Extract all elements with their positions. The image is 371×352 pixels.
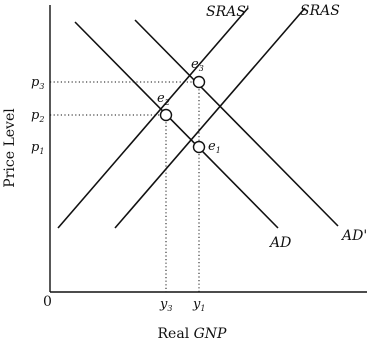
origin-label: 0 (43, 294, 52, 310)
output-tick-y3: y3 (159, 297, 172, 313)
point-e2 (159, 108, 173, 122)
label-adp: AD' (340, 228, 367, 244)
label-e2: e2 (157, 91, 170, 107)
label-e1: e1 (208, 139, 221, 155)
y-axis-title: Price Level (2, 108, 18, 188)
srass-curve (57, 7, 249, 229)
label-srass: SRAS' (206, 4, 250, 20)
point-e3 (192, 75, 206, 89)
price-tick-p3: p3 (31, 75, 44, 91)
price-tick-p2: p2 (31, 108, 44, 124)
sras-curve (114, 7, 306, 229)
adp-curve (134, 19, 339, 227)
label-sras: SRAS (300, 3, 340, 19)
label-e3: e3 (191, 57, 204, 73)
label-ad: AD (268, 235, 291, 251)
output-tick-y1: y1 (192, 297, 205, 313)
price-tick-p1: p1 (31, 140, 44, 156)
ad-curve (74, 21, 279, 229)
x-axis-title: Real GNP (158, 326, 228, 342)
point-e1 (192, 140, 206, 154)
